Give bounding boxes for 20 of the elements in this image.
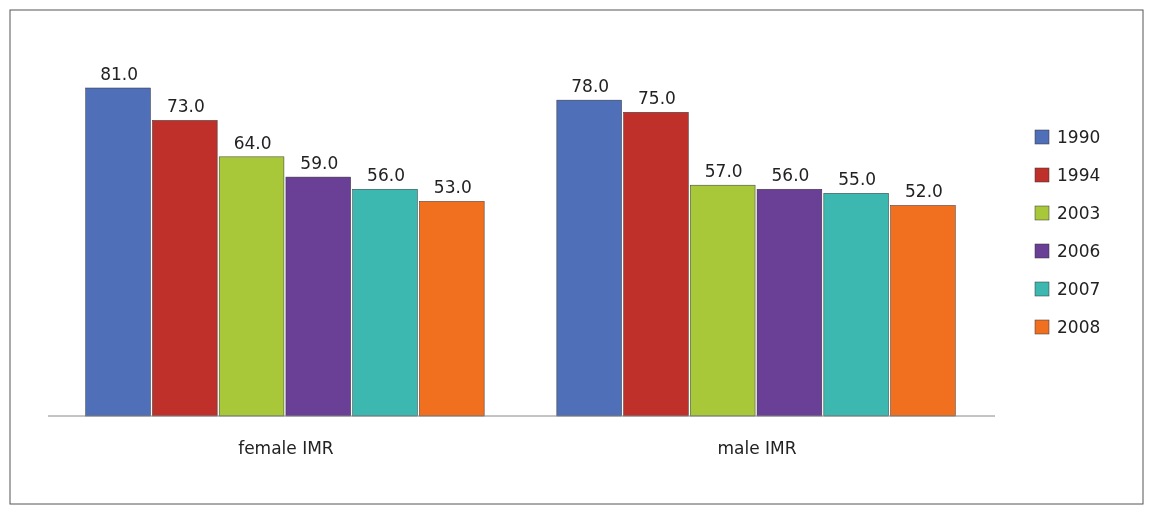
legend-label: 1990 [1057, 127, 1101, 147]
legend-label: 2003 [1057, 203, 1101, 223]
data-label: 55.0 [838, 169, 877, 190]
data-label: 57.0 [704, 161, 743, 182]
data-label: 56.0 [367, 165, 405, 186]
legend-label: 2008 [1057, 317, 1101, 337]
x-tick-label: male IMR [717, 438, 797, 458]
data-label: 73.0 [166, 96, 205, 117]
legend-label: 2007 [1057, 279, 1101, 299]
data-label: 52.0 [905, 181, 943, 202]
x-tick-label: female IMR [238, 438, 334, 458]
legend-label: 1994 [1057, 165, 1101, 185]
data-label: 78.0 [571, 76, 610, 97]
data-label: 64.0 [233, 132, 272, 153]
data-label: 81.0 [100, 64, 138, 84]
data-label: 56.0 [771, 165, 810, 186]
data-label: 59.0 [300, 153, 339, 174]
legend-label: 2006 [1057, 241, 1101, 261]
data-label: 53.0 [433, 177, 472, 198]
data-label: 75.0 [638, 88, 676, 109]
